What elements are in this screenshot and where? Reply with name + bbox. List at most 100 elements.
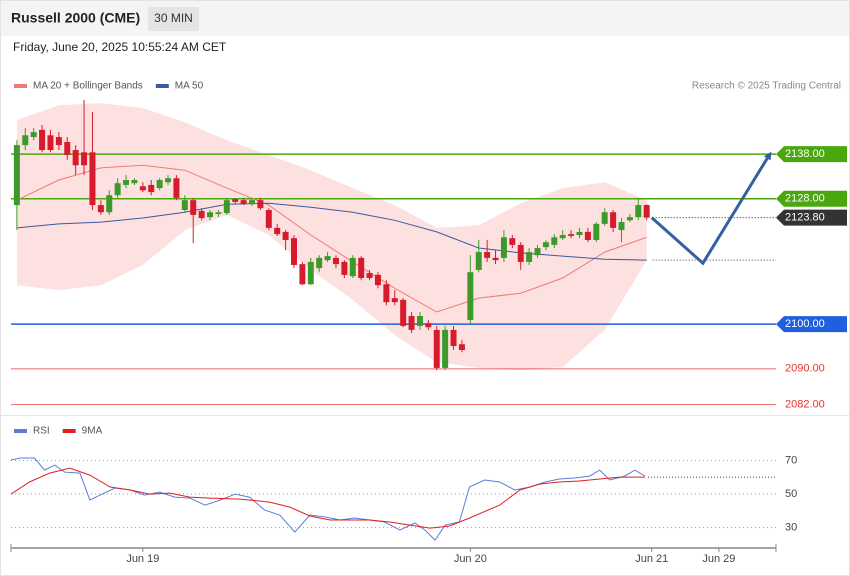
candle-body — [517, 244, 524, 262]
level-tag — [776, 190, 847, 207]
forecast-arrow — [650, 151, 772, 266]
candle-body — [425, 323, 432, 328]
candle-body — [618, 222, 625, 231]
level-label: 2138.00 — [785, 148, 825, 160]
candle-body — [97, 205, 104, 213]
candle-body — [316, 257, 323, 269]
candle-body — [626, 217, 633, 221]
candle-body — [139, 186, 146, 191]
candle-body — [39, 129, 46, 151]
candle-body — [131, 180, 138, 184]
candle-body — [22, 135, 29, 146]
legend-label: MA 50 — [175, 81, 204, 92]
series-line — [10, 457, 646, 541]
timeframe[interactable]: 30 MIN — [154, 11, 193, 25]
candle-body — [299, 264, 306, 285]
candle-body — [492, 257, 499, 261]
candle-body — [450, 329, 457, 347]
candle-body — [576, 231, 583, 236]
candle-body — [173, 178, 180, 198]
x-tick-label: Jun 21 — [635, 553, 668, 565]
candle-body — [232, 199, 239, 202]
level-tag — [776, 316, 847, 333]
candle-body — [290, 238, 297, 266]
candle-body — [526, 252, 533, 262]
candle-body — [215, 212, 222, 215]
header-bar — [1, 1, 849, 36]
candle-body — [106, 195, 113, 213]
source-credit: Research © 2025 Trading Central — [692, 81, 841, 92]
candle-body — [383, 284, 390, 303]
candle-body — [64, 141, 71, 155]
candle-body — [542, 242, 549, 248]
level-tag — [776, 209, 847, 226]
candle-body — [123, 180, 130, 185]
candle-body — [307, 261, 314, 285]
timestamp: Friday, June 20, 2025 10:55:24 AM CET — [13, 40, 227, 54]
candle-body — [55, 137, 62, 146]
timeframe-badge[interactable] — [148, 7, 199, 31]
instrument-title: Russell 2000 (CME) — [11, 10, 140, 26]
legend-label: RSI — [33, 426, 50, 437]
candle-body — [559, 235, 566, 239]
candle-body — [274, 227, 281, 235]
legend-swatch — [14, 429, 27, 433]
candle-body — [568, 234, 575, 236]
legend-swatch — [62, 429, 76, 433]
candle-body — [442, 329, 449, 368]
candle-body — [332, 257, 339, 265]
legend-label: 9MA — [82, 426, 103, 437]
candle-body — [257, 200, 264, 209]
candle-body — [89, 152, 96, 206]
level-label: 2082.00 — [785, 399, 825, 411]
candle-body — [475, 252, 482, 270]
candle-body — [148, 184, 155, 193]
candle-body — [458, 344, 465, 351]
legend-label: MA 20 + Bollinger Bands — [33, 81, 143, 92]
x-tick-label: Jun 20 — [454, 553, 487, 565]
candle-body — [534, 248, 541, 256]
candle-body — [391, 298, 398, 303]
candle-body — [240, 200, 247, 205]
candle-body — [366, 273, 373, 279]
level-tag — [776, 146, 847, 163]
candle-body — [181, 200, 188, 210]
y-tick-label: 50 — [785, 488, 797, 500]
candle-body — [601, 212, 608, 224]
level-label: 2100.00 — [785, 318, 825, 330]
candle-body — [72, 150, 79, 166]
candle-body — [509, 238, 516, 245]
y-tick-label: 30 — [785, 521, 797, 533]
candle-body — [500, 237, 507, 258]
candle-body — [635, 205, 642, 218]
candle-body — [610, 212, 617, 228]
candle-body — [358, 257, 365, 279]
candle-body — [341, 261, 348, 275]
candle-body — [467, 272, 474, 321]
legend-swatch — [155, 84, 169, 88]
x-tick-label: Jun 29 — [702, 553, 735, 565]
level-label: 2123.80 — [785, 212, 825, 224]
candle-body — [416, 316, 423, 326]
candle-body — [282, 231, 289, 240]
candle-body — [198, 210, 205, 219]
candle-body — [207, 212, 214, 218]
candle-body — [593, 223, 600, 240]
candle-body — [400, 299, 407, 326]
candle-body — [433, 329, 440, 368]
y-tick-label: 70 — [785, 454, 797, 466]
candle-body — [13, 145, 20, 206]
candle-body — [30, 132, 37, 138]
candle-body — [643, 205, 650, 218]
legend-swatch — [14, 84, 27, 88]
candle-body — [484, 252, 491, 258]
candle-body — [165, 178, 172, 183]
candle-body — [223, 200, 230, 214]
x-tick-label: Jun 19 — [126, 553, 159, 565]
candle-body — [190, 200, 197, 215]
candle-body — [408, 316, 415, 330]
candle-body — [374, 274, 381, 286]
series-line — [16, 202, 647, 261]
series-line — [16, 164, 647, 313]
